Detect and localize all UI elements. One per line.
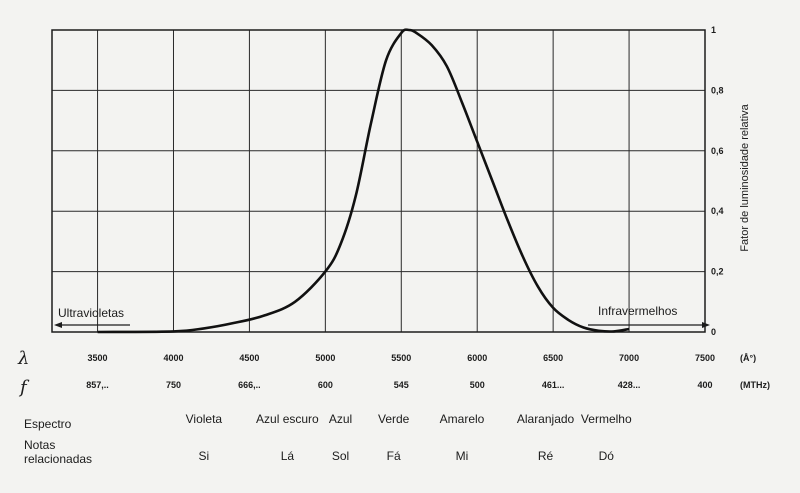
musical-note: Mi [455, 449, 469, 463]
frequency-tick: 857,.. [86, 380, 109, 390]
wavelength-tick: 5500 [391, 353, 412, 363]
wavelength-tick: 5000 [315, 353, 336, 363]
wavelength-tick: 4500 [239, 353, 260, 363]
musical-note: Sol [331, 449, 350, 463]
y-tick-label: 0,4 [711, 206, 724, 216]
frequency-tick: 600 [317, 380, 333, 390]
spectrum-band: Verde [377, 412, 410, 426]
y-tick-label: 0 [711, 327, 716, 337]
notes-row-label-line1: Notas [24, 438, 56, 452]
wavelength-tick: 7500 [694, 353, 716, 363]
chart-grid [52, 30, 705, 332]
wavelength-tick: 7000 [619, 353, 640, 363]
musical-note: Si [198, 449, 210, 463]
infrared-label: Infravermelhos [598, 304, 678, 318]
frequency-tick: 750 [165, 380, 181, 390]
wavelength-unit: (Å°) [740, 353, 757, 363]
y-tick-label: 1 [711, 25, 716, 35]
y-axis-ticks: 0 0,2 0,4 0,6 0,8 1 [711, 25, 724, 337]
musical-note: Lá [280, 449, 295, 463]
spectrum-band: Alaranjado [516, 412, 575, 426]
frequency-tick: 500 [469, 380, 485, 390]
wavelength-tick: 4000 [163, 353, 184, 363]
infrared-arrowhead [702, 322, 710, 328]
ultraviolet-arrowhead [54, 322, 62, 328]
spectrum-band: Amarelo [439, 412, 485, 426]
frequency-symbol: f [20, 377, 27, 398]
frequency-tick: 666,.. [238, 380, 261, 390]
wavelength-tick: 3500 [87, 353, 108, 363]
wavelength-tick: 6000 [467, 353, 488, 363]
frequency-tick: 428... [617, 380, 641, 390]
spectrum-row-label: Espectro [24, 417, 72, 431]
wavelength-tick: 6500 [543, 353, 564, 363]
spectrum-band: Azul [328, 412, 353, 426]
wavelength-symbol: λ [18, 348, 30, 369]
y-tick-label: 0,6 [711, 146, 724, 156]
frequency-unit: (MTHz) [740, 380, 770, 390]
notes-row-label-line2: relacionadas [24, 452, 93, 466]
musical-note: Dó [598, 449, 614, 463]
ultraviolet-label: Ultravioletas [58, 306, 125, 320]
luminosity-curve [97, 28, 630, 334]
y-axis-label: Fator de luminosidade relativa [739, 103, 751, 251]
y-tick-label: 0,8 [711, 85, 724, 95]
spectrum-band: Vermelho [580, 412, 632, 426]
y-tick-label: 0,2 [711, 267, 724, 277]
frequency-tick: 461... [541, 380, 565, 390]
frequency-tick: 545 [393, 380, 409, 390]
spectrum-band: Azul escuro [256, 412, 319, 426]
plot-frame [51, 29, 706, 333]
frequency-tick: 400 [697, 380, 713, 390]
spectrum-band: Violeta [185, 412, 223, 426]
musical-note: Ré [537, 449, 554, 463]
musical-note: Fá [386, 449, 401, 463]
